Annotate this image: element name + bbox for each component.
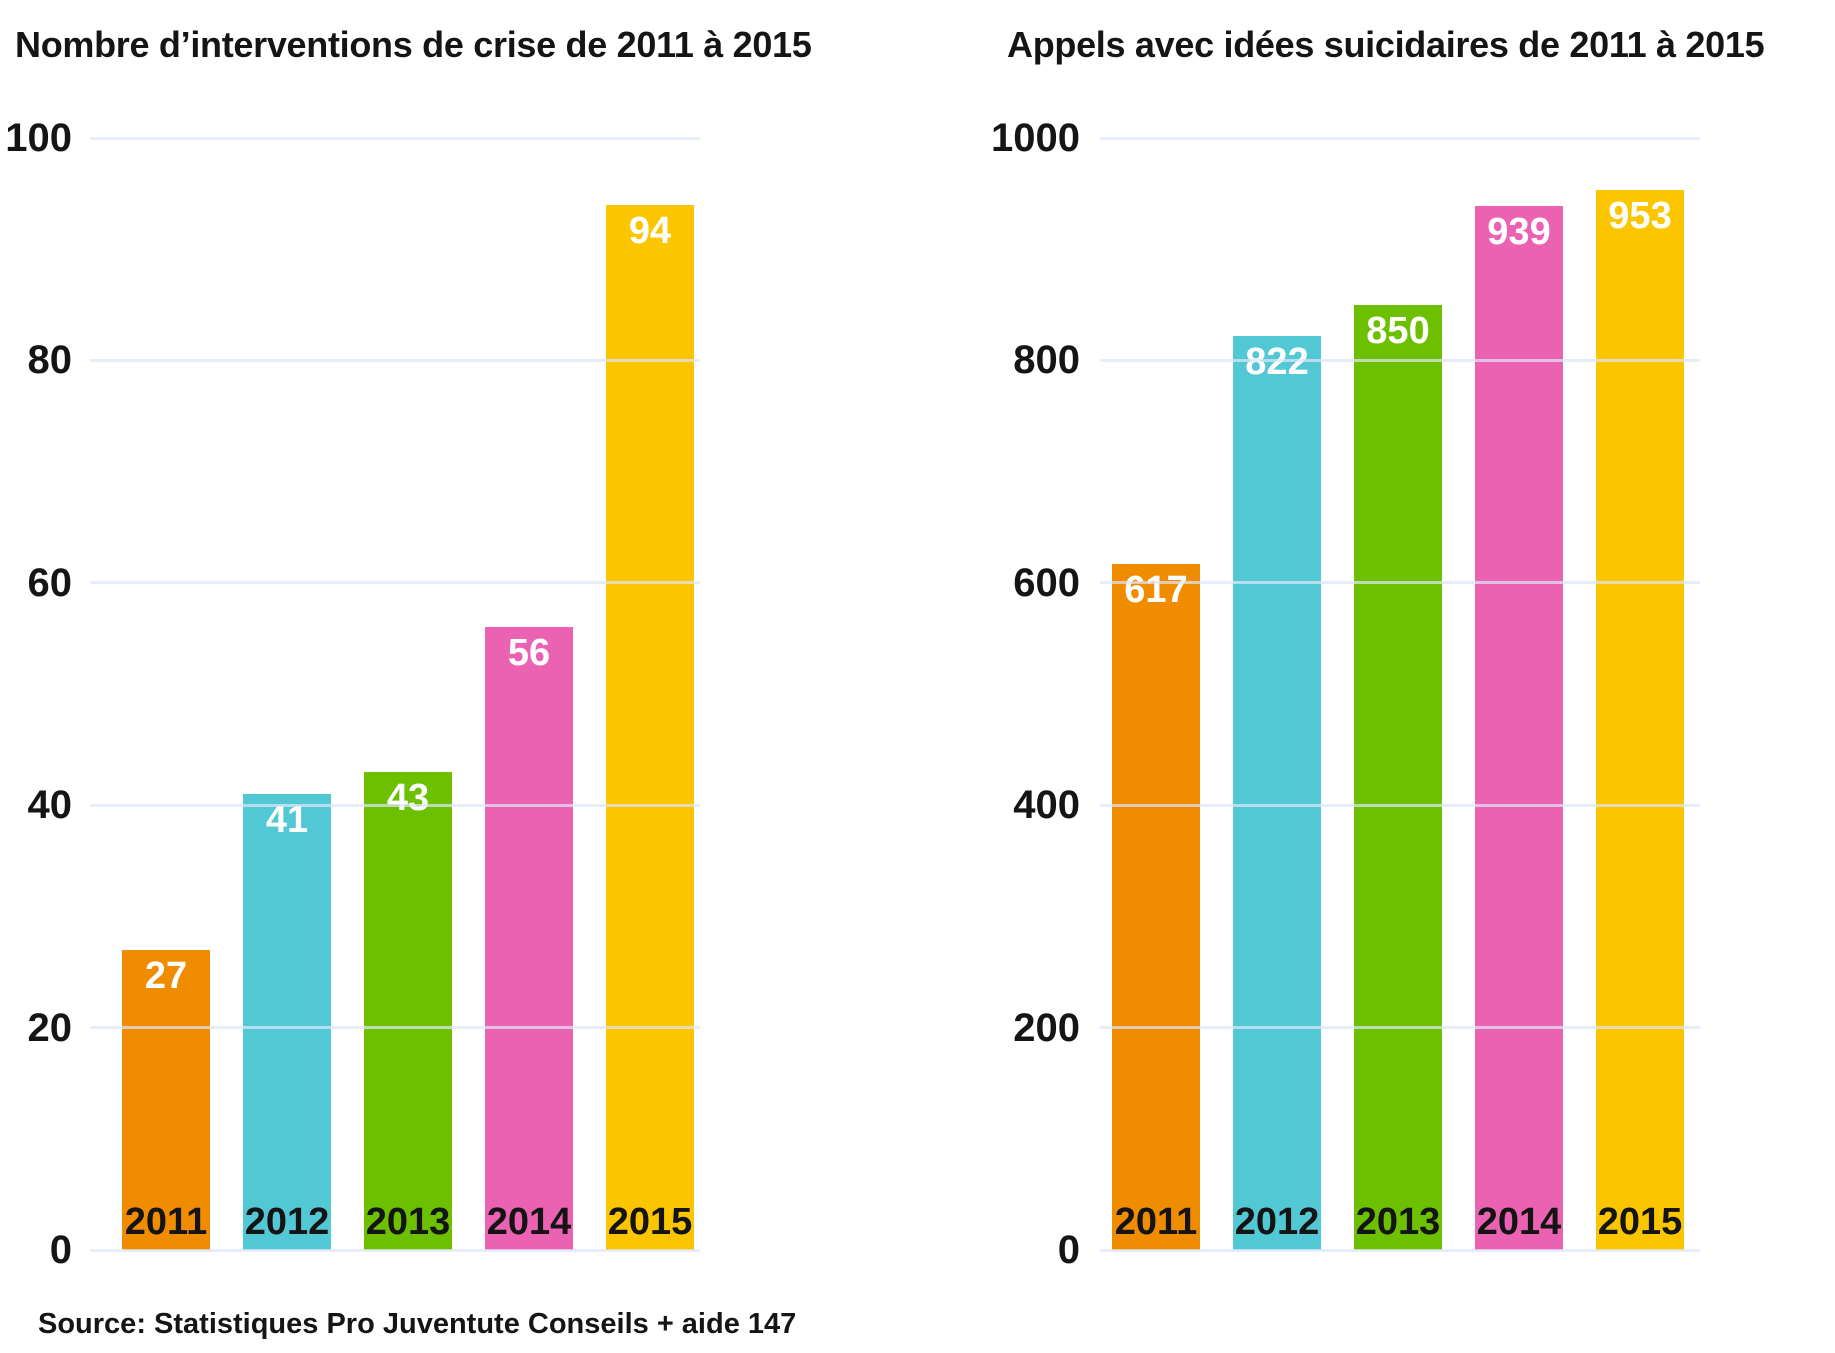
bar-2012: 41 2012 (243, 794, 331, 1250)
gridline-100 (90, 136, 700, 140)
y-tick-label-1000: 1000 (991, 116, 1080, 160)
bar-category-label: 2011 (124, 1200, 208, 1243)
gridline-0 (1100, 1248, 1700, 1252)
bar-category-label: 2013 (1355, 1200, 1441, 1243)
bar-2011: 617 2011 (1112, 563, 1200, 1250)
y-tick-label-100: 100 (5, 116, 72, 160)
gridline-400 (1100, 803, 1700, 807)
y-tick-label-0: 0 (49, 1228, 72, 1272)
gridline-600 (1100, 581, 1700, 585)
bar-value-label: 822 (1245, 340, 1309, 383)
gridline-1000 (1100, 136, 1700, 140)
bar-2013: 43 2013 (364, 771, 452, 1250)
bar-2012: 822 2012 (1233, 335, 1321, 1250)
bar-category-label: 2011 (1114, 1200, 1198, 1243)
y-tick-label-800: 800 (1013, 338, 1080, 383)
gridline-0 (90, 1248, 700, 1252)
bar-category-label: 2014 (486, 1200, 572, 1243)
bar-2014: 56 2014 (485, 627, 573, 1250)
bar-2015: 94 2015 (606, 204, 694, 1250)
bar-category-label: 2012 (1234, 1200, 1320, 1243)
bar-category-label: 2015 (607, 1200, 693, 1243)
y-tick-label-400: 400 (1013, 783, 1080, 828)
y-tick-label-60: 60 (27, 560, 73, 605)
y-tick-label-20: 20 (27, 1005, 73, 1050)
bar-2013: 850 2013 (1354, 304, 1442, 1250)
bar-value-label: 850 (1366, 309, 1430, 352)
chart-title-interventions: Nombre d’interventions de crise de 2011 … (15, 24, 812, 65)
bar-category-label: 2012 (244, 1200, 330, 1243)
bar-value-label: 617 (1124, 568, 1188, 611)
bar-value-label: 43 (386, 776, 430, 819)
y-tick-label-600: 600 (1013, 560, 1080, 605)
bar-value-label: 56 (507, 632, 551, 675)
y-tick-label-40: 40 (27, 783, 73, 828)
y-tick-label-80: 80 (27, 338, 73, 383)
gridline-800 (1100, 358, 1700, 362)
gridline-200 (1100, 1026, 1700, 1030)
y-tick-label-200: 200 (1013, 1005, 1080, 1050)
bar-value-label: 939 (1487, 210, 1551, 253)
gridline-40 (90, 803, 700, 807)
bar-2014: 939 2014 (1475, 205, 1563, 1250)
y-tick-label-0: 0 (1057, 1228, 1080, 1272)
gridline-20 (90, 1026, 700, 1030)
bar-value-label: 94 (628, 209, 672, 252)
chart-title-appels: Appels avec idées suicidaires de 2011 à … (1007, 24, 1765, 65)
bar-value-label: 27 (144, 954, 188, 997)
bar-category-label: 2015 (1597, 1200, 1683, 1243)
gridline-80 (90, 358, 700, 362)
source-caption: Source: Statistiques Pro Juventute Conse… (38, 1308, 797, 1340)
bar-category-label: 2014 (1476, 1200, 1562, 1243)
bar-2015: 953 2015 (1596, 190, 1684, 1250)
bar-category-label: 2013 (365, 1200, 451, 1243)
bar-2011: 27 2011 (122, 949, 210, 1250)
bar-value-label: 953 (1608, 195, 1672, 238)
gridline-60 (90, 581, 700, 585)
